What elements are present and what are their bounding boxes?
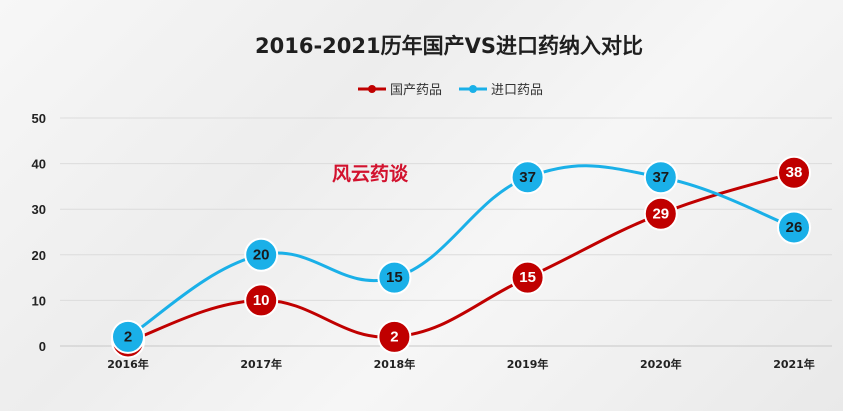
data-point-imported	[244, 237, 279, 272]
x-tick-label: 2016年	[107, 357, 149, 371]
data-label-domestic: 29	[652, 205, 669, 222]
watermark-annotation: 风云药谈	[332, 162, 409, 185]
series-layer: 110215293822015373726	[111, 155, 811, 359]
y-tick-label-50: 50	[32, 111, 46, 126]
chart-title: 2016-2021历年国产VS进口药纳入对比	[255, 34, 643, 58]
y-tick-label-10: 10	[32, 293, 46, 308]
data-label-imported: 26	[786, 219, 803, 236]
legend-marker-imported	[469, 85, 477, 93]
series-line-domestic	[127, 171, 795, 343]
data-label-imported: 37	[652, 169, 669, 186]
legend: 国产药品 进口药品	[358, 83, 543, 98]
legend-label-imported: 进口药品	[491, 83, 543, 98]
data-point-domestic	[643, 196, 678, 231]
y-axis: 0 10 20 30 40 50	[32, 111, 46, 354]
y-tick-label-40: 40	[32, 157, 46, 172]
data-label-imported: 2	[124, 328, 132, 345]
data-point-imported	[643, 160, 678, 195]
legend-marker-domestic	[368, 85, 376, 93]
data-point-domestic	[377, 319, 412, 354]
data-label-imported: 20	[253, 246, 270, 263]
data-point-domestic	[510, 260, 545, 295]
x-tick-label: 2017年	[240, 357, 282, 371]
series-points-imported: 2 20 15 37 37 26	[111, 160, 811, 354]
legend-item-imported: 进口药品	[459, 83, 543, 98]
legend-item-domestic: 国产药品	[358, 83, 442, 98]
data-point-imported	[777, 210, 811, 245]
x-tick-label: 2020年	[640, 357, 682, 371]
data-point-domestic	[777, 155, 811, 190]
data-label-domestic: 2	[390, 328, 398, 345]
series-line-imported	[127, 164, 795, 339]
data-label-domestic: 38	[786, 164, 803, 181]
data-label-imported: 15	[386, 269, 403, 286]
data-label-imported: 37	[519, 169, 536, 186]
x-tick-label: 2019年	[507, 357, 549, 371]
data-point-domestic	[244, 283, 279, 318]
y-tick-label-30: 30	[32, 202, 46, 217]
data-label-domestic: 15	[519, 269, 536, 286]
y-tick-label-20: 20	[32, 248, 46, 263]
data-point-imported	[111, 319, 145, 354]
x-tick-label: 2018年	[374, 357, 416, 371]
x-axis: 2016年 2017年 2018年 2019年 2020年 2021年	[107, 357, 815, 371]
gridlines	[60, 117, 832, 347]
series-points-domestic: 1102152938	[111, 155, 811, 359]
data-point-imported	[377, 260, 412, 295]
x-tick-label: 2021年	[773, 357, 815, 371]
data-point-imported	[510, 160, 545, 195]
legend-label-domestic: 国产药品	[390, 83, 442, 98]
data-label-domestic: 10	[253, 292, 270, 309]
y-tick-label-0: 0	[39, 339, 46, 354]
